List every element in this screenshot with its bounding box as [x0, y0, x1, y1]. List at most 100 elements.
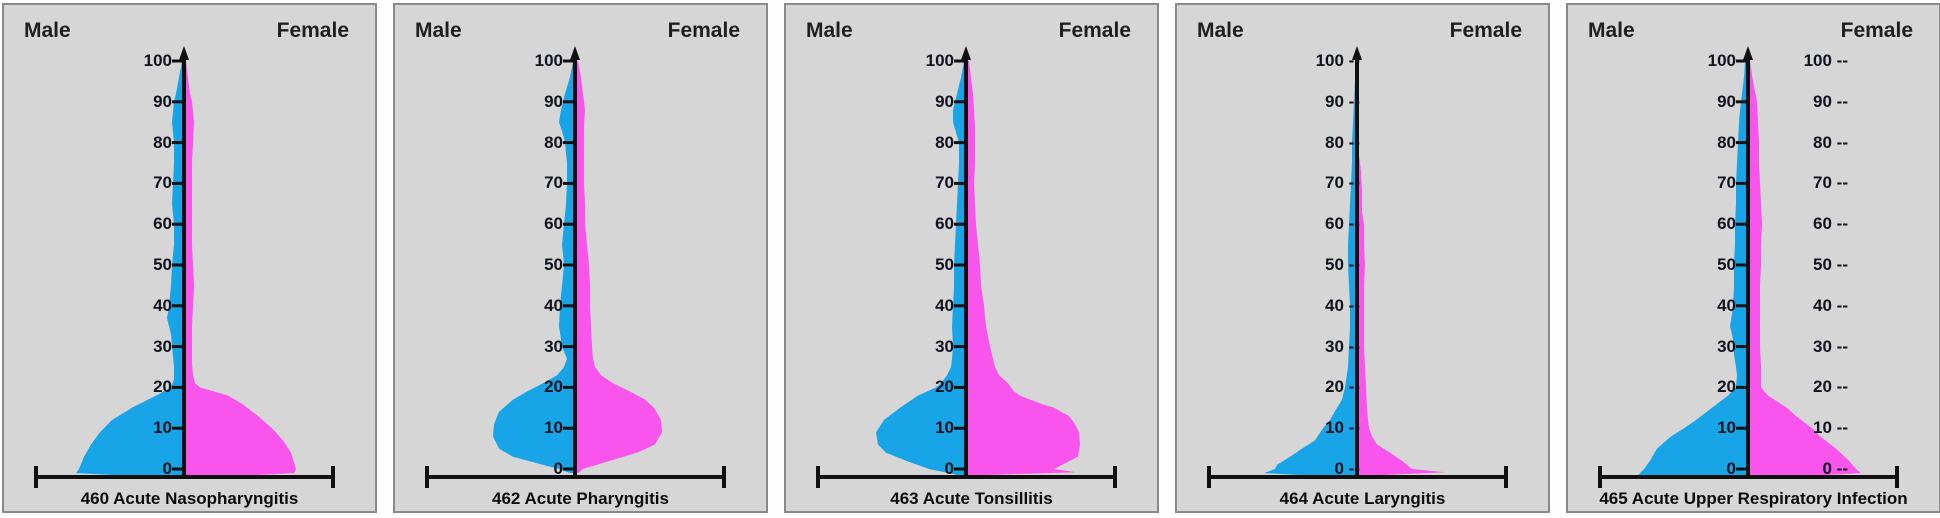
y-axis-tick-label: 30 — [153, 336, 172, 356]
y-axis-tick-mark — [563, 345, 573, 349]
male-label: Male — [415, 19, 462, 42]
male-violin — [1264, 61, 1357, 477]
y-axis-tick-mark — [563, 222, 573, 226]
y-axis-tick-mark — [1736, 222, 1746, 226]
y-axis-tick-label: 60 — [153, 214, 172, 234]
y-axis-tick-label-secondary: 0 -- — [1822, 459, 1849, 478]
panel-title: 463 Acute Tonsillitis — [890, 489, 1053, 508]
y-axis-tick-mark — [954, 467, 964, 471]
y-axis-tick-label: 50 — [544, 255, 563, 274]
y-axis-tick-mark — [172, 385, 182, 389]
y-axis-tick-mark — [954, 426, 964, 430]
y-axis-tick-label: 40 — [935, 295, 954, 315]
y-axis-tick-mark — [954, 385, 964, 389]
y-axis-tick-mark — [563, 385, 573, 389]
y-axis-tick-label: 100 — [534, 51, 563, 70]
violin-plot — [34, 46, 335, 488]
y-axis-tick-mark — [954, 304, 964, 308]
y-axis-tick-label: 50 — [935, 255, 954, 274]
y-axis-tick-mark — [172, 222, 182, 226]
y-axis-tick-label: 20 — [544, 377, 563, 397]
y-axis-tick-label: 10 -- — [1325, 418, 1360, 438]
panel-title: 464 Acute Laryngitis — [1279, 489, 1446, 508]
female-label: Female — [1058, 19, 1131, 42]
y-axis-tick-label: 50 — [1717, 255, 1736, 274]
y-axis-tick-label: 90 — [153, 91, 172, 111]
y-axis-tick-label: 40 — [544, 295, 563, 315]
y-axis-tick-label-secondary: 90 -- — [1813, 91, 1848, 111]
y-axis-tick-mark — [563, 426, 573, 430]
y-axis-tick-mark — [563, 100, 573, 104]
chart-panel-1: Male Female 460 Acute Nasopharyngitis 0 1… — [2, 3, 377, 513]
y-axis-tick-label: 40 — [1717, 295, 1736, 315]
y-axis-tick-label: 100 — [1707, 51, 1736, 70]
y-axis-tick-label: 10 — [935, 418, 954, 438]
y-axis-tick-mark — [172, 467, 182, 471]
y-axis-tick-label: 70 — [153, 173, 172, 193]
y-axis-tick-label: 30 — [544, 336, 563, 356]
y-axis-tick-mark — [563, 467, 573, 471]
y-axis-tick-label: 80 -- — [1325, 132, 1360, 152]
y-axis-tick-label: 70 -- — [1325, 173, 1360, 193]
y-axis-tick-label: 80 — [544, 132, 563, 152]
y-axis-tick-label: 30 -- — [1325, 336, 1360, 356]
y-axis-tick-mark — [954, 345, 964, 349]
y-axis-arrow — [1352, 46, 1362, 60]
y-axis-tick-label: 30 — [1717, 336, 1736, 356]
y-axis-tick-label: 80 — [153, 132, 172, 152]
y-axis-tick-label: 70 — [544, 173, 563, 193]
chart-panel-4: Male Female 464 Acute Laryngitis 0 -- 10 … — [1175, 3, 1550, 513]
y-axis-tick-label-secondary: 50 -- — [1813, 255, 1848, 274]
y-axis-tick-label: 20 -- — [1325, 377, 1360, 397]
y-axis-tick-label-secondary: 10 -- — [1813, 418, 1848, 438]
female-label: Female — [1840, 19, 1913, 42]
y-axis-tick-mark — [1736, 385, 1746, 389]
y-axis-tick-mark — [172, 100, 182, 104]
y-axis-tick-mark — [563, 141, 573, 145]
y-axis-tick-mark — [1736, 100, 1746, 104]
y-axis-tick-label: 60 — [935, 214, 954, 234]
y-axis-tick-label: 70 — [1717, 173, 1736, 193]
y-axis-tick-label: 20 — [1717, 377, 1736, 397]
female-label: Female — [667, 19, 740, 42]
y-axis-tick-label-secondary: 60 -- — [1813, 214, 1848, 234]
y-axis-tick-mark — [563, 263, 573, 267]
y-axis-tick-mark — [954, 100, 964, 104]
y-axis-tick-mark — [954, 141, 964, 145]
y-axis-tick-mark — [172, 345, 182, 349]
y-axis-tick-mark — [1736, 181, 1746, 185]
y-axis-tick-label: 90 — [544, 91, 563, 111]
y-axis-tick-label: 60 — [1717, 214, 1736, 234]
y-axis-tick-label: 20 — [153, 377, 172, 397]
y-axis-tick-label: 10 — [544, 418, 563, 438]
y-axis-tick-label: 100 — [925, 51, 954, 70]
y-axis-tick-mark — [563, 304, 573, 308]
female-violin — [184, 61, 296, 477]
y-axis-arrow — [179, 46, 189, 60]
y-axis-tick-label-secondary: 70 -- — [1813, 173, 1848, 193]
y-axis-arrow — [570, 46, 580, 60]
panel-title: 462 Acute Pharyngitis — [492, 489, 669, 508]
y-axis-tick-label: 10 — [1717, 418, 1736, 438]
y-axis-tick-label: 10 — [153, 418, 172, 438]
y-axis-tick-mark — [1736, 345, 1746, 349]
y-axis-tick-label: 40 -- — [1325, 295, 1360, 315]
male-label: Male — [24, 19, 71, 42]
y-axis-tick-label-secondary: 30 -- — [1813, 336, 1848, 356]
y-axis-tick-label: 30 — [935, 336, 954, 356]
y-axis-tick-mark — [1736, 304, 1746, 308]
y-axis-tick-mark — [172, 304, 182, 308]
y-axis-tick-mark — [1736, 426, 1746, 430]
y-axis-tick-label-secondary: 40 -- — [1813, 295, 1848, 315]
male-label: Male — [1197, 19, 1244, 42]
violin-plot — [1598, 46, 1899, 488]
y-axis-tick-mark — [1736, 263, 1746, 267]
panel-title: 465 Acute Upper Respiratory Infection — [1599, 489, 1908, 508]
y-axis-tick-label: 60 -- — [1325, 214, 1360, 234]
y-axis-tick-mark — [172, 181, 182, 185]
y-axis-tick-label: 0 — [1726, 459, 1736, 478]
y-axis-tick-label: 80 — [1717, 132, 1736, 152]
y-axis-tick-label: 0 — [162, 459, 172, 478]
y-axis-tick-label: 80 — [935, 132, 954, 152]
